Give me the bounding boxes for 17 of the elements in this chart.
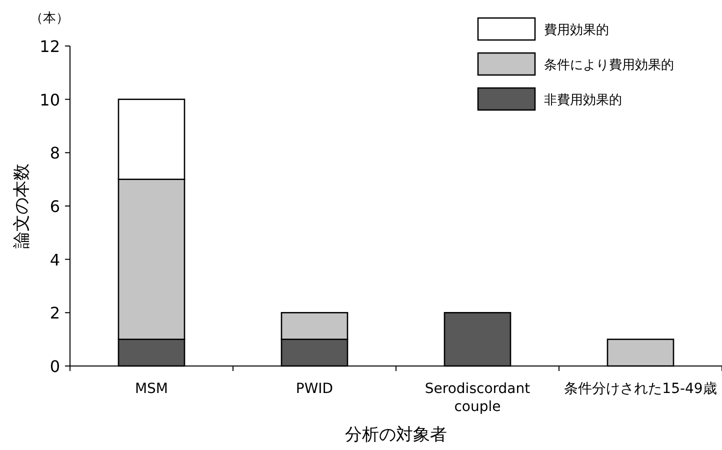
y-tick-label: 4 [50, 250, 60, 270]
y-tick-label: 12 [40, 37, 60, 56]
y-tick-label: 0 [50, 357, 60, 376]
text: （本） [30, 11, 69, 26]
x-axis-title: 分析の対象者 [345, 425, 447, 445]
y-tick-label: 6 [50, 197, 60, 216]
y-tick-label: 2 [50, 304, 60, 323]
x-tick-label: 条件分けされた15-49歳 [564, 381, 717, 397]
legend-label: 非費用効果的 [544, 93, 622, 108]
x-tick-label: MSM [134, 381, 168, 397]
x-tick-label: PWID [296, 381, 334, 397]
y-tick-label: 10 [40, 90, 60, 110]
y-axis-title: 論文の本数 [12, 164, 32, 248]
y-tick-label: 8 [50, 144, 60, 163]
legend-label: 条件により費用効果的 [544, 58, 674, 73]
legend-label: 費用効果的 [544, 23, 609, 38]
x-tick-label: Serodiscordant couple [424, 381, 531, 415]
